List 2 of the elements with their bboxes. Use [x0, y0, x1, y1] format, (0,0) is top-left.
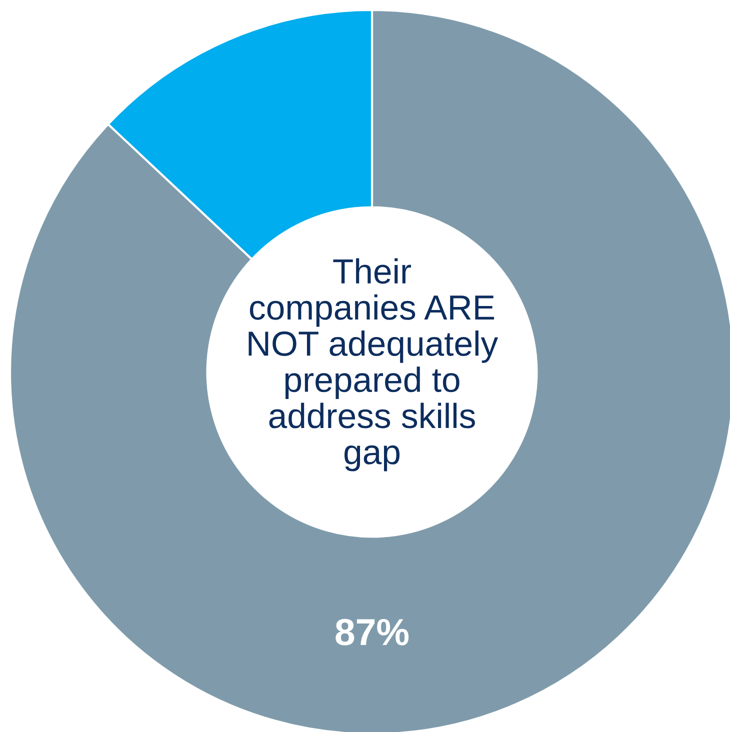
text: Their companies ARE NOT adequately prepared to address skills gap [248, 258, 498, 472]
data-label: 87% [336, 618, 409, 646]
